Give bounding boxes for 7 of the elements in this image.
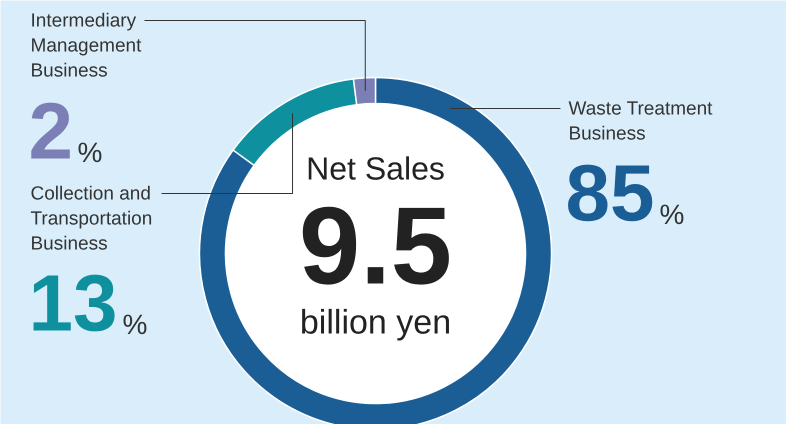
text: Net Sales [306,150,445,186]
slice-label: Collection and Transportation Business [30,184,152,254]
slice-label: Waste Treatment Business [568,98,714,144]
data-label: 13% [28,258,148,348]
data-label: 85% [566,148,684,238]
data-label: 2% [28,86,102,176]
slice-label: Intermediary Management Business [30,10,142,82]
